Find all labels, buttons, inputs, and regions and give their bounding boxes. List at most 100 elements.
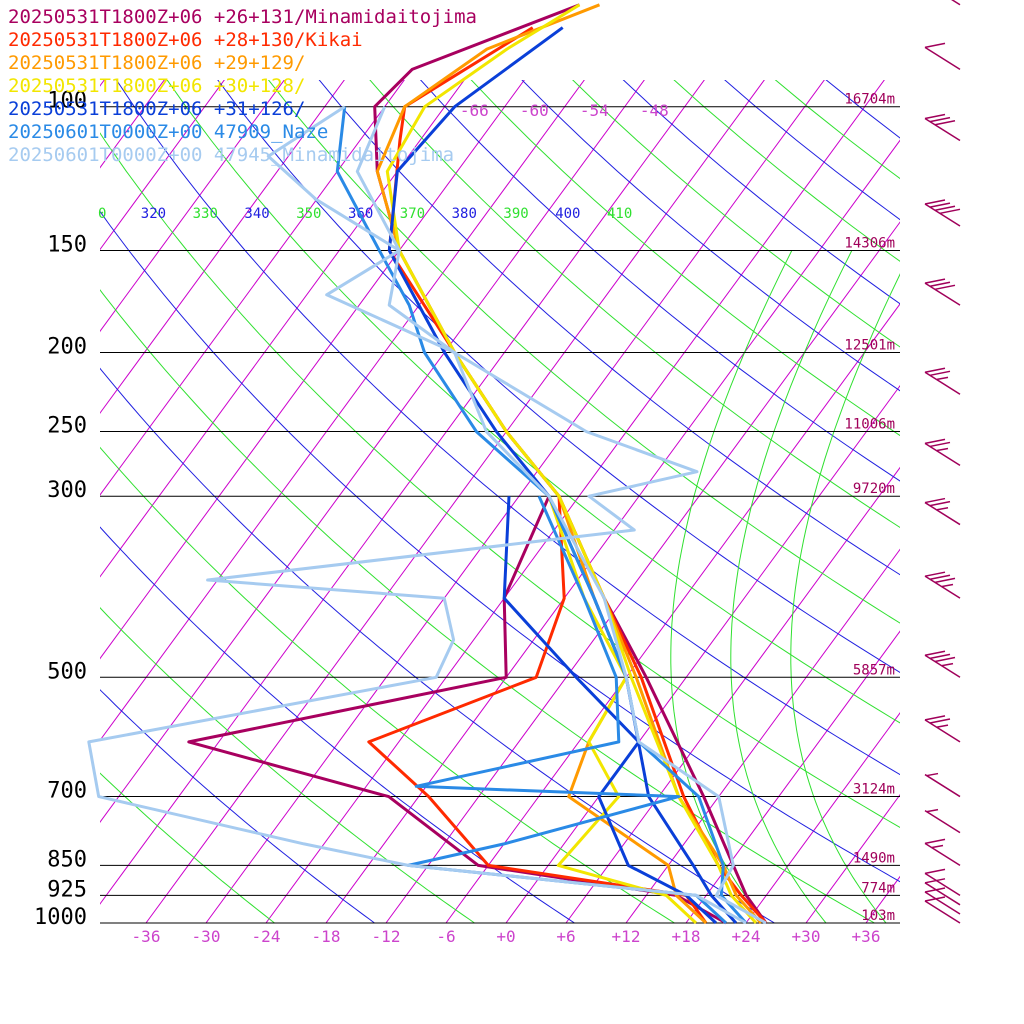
pressure-label: 250 [47,414,87,439]
pressure-label: 700 [47,779,87,804]
dry-adiabat-line [419,80,900,482]
temperature-tick-label: +0 [496,927,515,946]
dry-adiabat-line [100,689,375,924]
isotherm-line [745,712,900,924]
wind-barb-feather [941,583,954,588]
isotherm-line [205,80,825,924]
dry-adiabat-lines [100,80,900,924]
isotherm-line [145,80,765,924]
wind-barb-feather [929,116,951,123]
wind-barb [924,872,961,896]
sounding-profiles [87,3,768,925]
wind-barb-feather [929,718,951,724]
pressure-label: 500 [47,659,87,684]
dry-adiabat-line [100,367,775,924]
wind-barb-feather [929,281,951,287]
upper-isotherm-label: -66 [460,101,489,120]
theta-label: 400 [555,206,580,222]
isotherm-line [100,80,645,823]
legend-entry: 20250531T1800Z+06 +29+129/ [8,52,305,74]
wind-barb-feather [936,507,949,511]
wind-barb-feather [924,868,946,875]
temperature-tick-label: +12 [612,927,641,946]
wind-barb-feather [924,650,946,657]
wind-barb-feather [929,574,951,581]
dewpoint-line [502,496,718,925]
wind-barb-feather [934,119,956,126]
moist-adiabat-line [100,446,675,924]
isotherm-line [100,80,585,742]
wind-barb-feather [924,878,946,884]
wind-barb-feather [929,500,951,507]
height-label: 1490m [853,850,895,866]
height-label: 14306m [844,235,895,251]
wind-barb-feather [931,844,944,849]
wind-barb-feather [941,662,954,667]
temperature-line [373,3,768,924]
moist-adiabat-line [730,250,853,924]
wind-barb [924,46,961,71]
height-label: 12501m [844,337,895,353]
theta-label: 410 [607,206,632,222]
wind-barb-feather [924,715,946,721]
wind-barbs [924,0,961,924]
wind-barb-feather [934,284,956,291]
wind-barb [924,891,961,915]
isobar-lines: 100 16704m 150 14306m 200 12501m 250 11006m 300 9… [34,89,900,930]
theta-label: 0 [98,206,106,222]
moist-adiabat-line [790,273,900,924]
isotherm-line [505,384,900,924]
isotherm-line [0,0,5,923]
wind-barb-feather [924,887,946,893]
temperature-tick-label: -24 [252,927,281,946]
wind-barb-feather [924,42,946,49]
theta-label: 370 [400,206,425,222]
wind-barb-feather [924,497,946,504]
upper-isotherm-label: -54 [580,101,609,120]
temperature-axis: -36 -30 -24 -18 -12 -6 +0 +6 +12 +18 +24 +30 +36 [132,927,881,946]
height-label: 16704m [844,92,895,108]
moist-adiabat-line [100,132,900,829]
moist-adiabat-line [100,772,275,924]
isotherm-line [100,80,225,251]
theta-labels: 0 320 330 340 350 360 370 380 390 400 410 [98,206,632,222]
isotherm-line [986,0,1024,923]
wind-barb-feather [926,808,939,813]
wind-barb [924,773,961,798]
theta-label: 340 [244,206,269,222]
legend-entry: 20250531T1800Z+06 +26+131/Minamidaitojim… [8,6,477,28]
pressure-label: 1000 [34,905,87,930]
temperature-tick-label: +6 [556,927,575,946]
wind-barb-feather [936,376,949,381]
height-label: 103m [861,908,895,924]
legend-entry: 20250531T1800Z+06 +31+126/ [8,98,305,120]
height-label: 3124m [853,782,895,798]
height-label: 5857m [853,662,895,678]
moist-adiabat-line [166,80,900,724]
wind-barb-feather [934,577,956,584]
temperature-tick-label: -30 [192,927,221,946]
isotherm-line [685,630,900,924]
temperature-tick-label: +36 [852,927,881,946]
temperature-tick-label: -12 [372,927,401,946]
wind-barb-feather [924,438,946,445]
isotherm-line [625,548,900,924]
moist-adiabat-line [470,80,900,437]
temperature-tick-label: -6 [436,927,455,946]
dewpoint-line [87,105,747,925]
temperature-line [355,106,767,925]
temperature-tick-label: +30 [792,927,821,946]
dry-adiabat-line [318,80,900,576]
temperature-line [385,3,758,925]
wind-barb [924,900,961,924]
isotherm-line [385,221,900,924]
upper-isotherm-label: -48 [640,101,669,120]
theta-label: 320 [141,206,166,222]
wind-barb-feather [924,113,946,120]
height-label: 9720m [853,481,895,497]
wind-barb-feather [934,205,956,211]
moist-adiabat-line [369,80,900,529]
dry-adiabat-line [115,80,900,776]
wind-barb-feather [936,447,949,452]
